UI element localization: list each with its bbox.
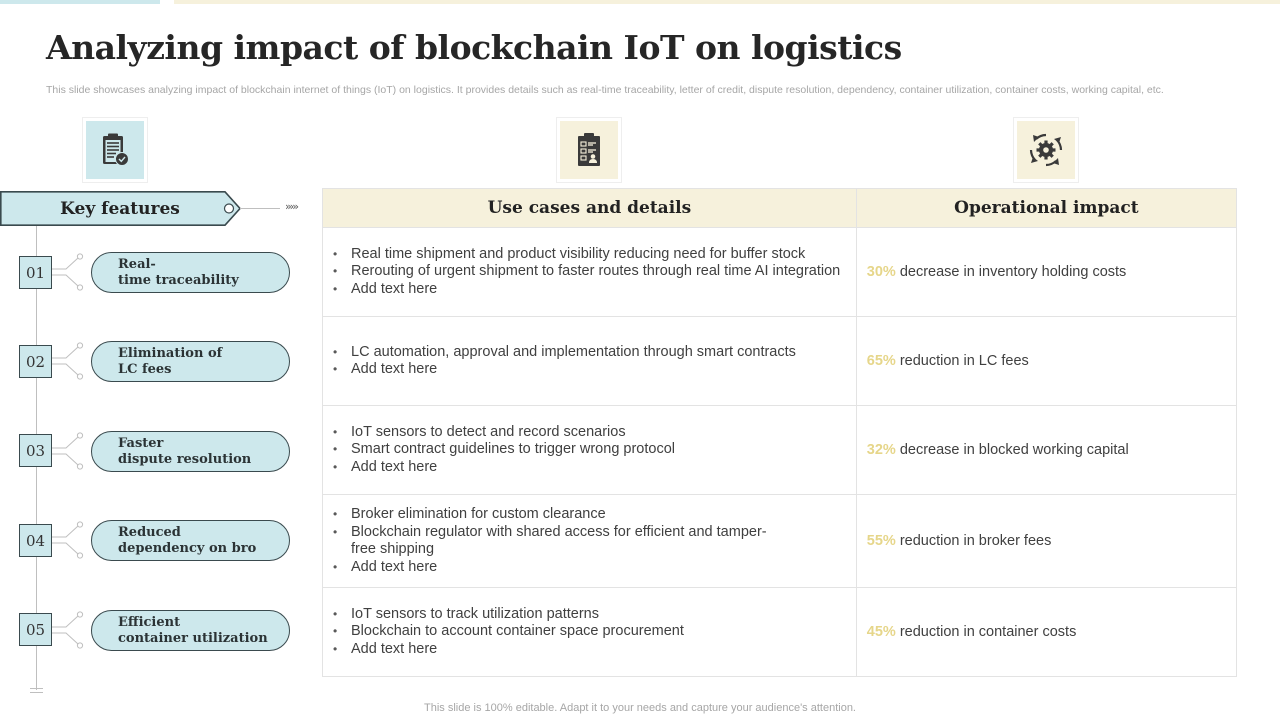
- key-features-banner: Key features: [0, 191, 242, 226]
- impact-text: reduction in container costs: [899, 624, 1077, 640]
- feature-number: 03: [19, 434, 52, 467]
- impact-icon-box: [1013, 117, 1079, 183]
- use-case-cell: IoT sensors to detect and record scenari…: [322, 405, 857, 495]
- use-case-cell: Real time shipment and product visibilit…: [322, 227, 857, 317]
- clipboard-check-icon: [103, 133, 129, 166]
- impact-cell: 32% decrease in blocked working capital: [855, 405, 1238, 495]
- branch-connector-icon: [52, 432, 84, 470]
- feature-number: 04: [19, 524, 52, 557]
- footer-note: This slide is 100% editable. Adapt it to…: [424, 702, 856, 714]
- table-row: LC automation, approval and implementati…: [322, 316, 1238, 406]
- impact-cell: 65% reduction in LC fees: [855, 316, 1238, 406]
- use-case-bullet: Real time shipment and product visibilit…: [333, 246, 846, 264]
- use-case-bullet: Add text here: [333, 361, 846, 379]
- top-accent-bar-cream: [174, 0, 1280, 4]
- use-case-bullet: LC automation, approval and implementati…: [333, 344, 846, 362]
- clipboard-checklist-user-icon: [578, 133, 600, 166]
- feature-label-line2: dispute resolution: [118, 451, 252, 467]
- chevrons-right-icon: ›››››: [285, 200, 299, 213]
- branch-connector-icon: [52, 611, 84, 649]
- timeline-end-mark: [30, 688, 43, 689]
- impact-text: reduction in LC fees: [899, 353, 1029, 369]
- use-case-bullet: IoT sensors to track utilization pattern…: [333, 606, 846, 624]
- impact-text: reduction in broker fees: [899, 533, 1052, 549]
- gear-cycle-icon: [1029, 133, 1063, 167]
- feature-number: 05: [19, 613, 52, 646]
- use-case-bullet: Add text here: [333, 459, 846, 477]
- impact-cell: 30% decrease in inventory holding costs: [855, 227, 1238, 317]
- feature-pill: Real- time traceability: [91, 252, 290, 293]
- impact-table: Use cases and details Operational impact…: [322, 188, 1238, 677]
- use-case-bullet: Rerouting of urgent shipment to faster r…: [333, 263, 846, 281]
- table-row: IoT sensors to track utilization pattern…: [322, 587, 1238, 677]
- use-case-cell: LC automation, approval and implementati…: [322, 316, 857, 406]
- page-subtitle: This slide showcases analyzing impact of…: [46, 84, 1164, 96]
- feature-label-line2: time traceability: [118, 272, 239, 288]
- impact-percent: 30%: [866, 264, 896, 280]
- feature-label-line1: Real-: [118, 256, 156, 272]
- table-header-row: Use cases and details Operational impact: [322, 188, 1238, 228]
- use-case-cell: Broker elimination for custom clearance …: [322, 494, 857, 588]
- use-case-cell: IoT sensors to track utilization pattern…: [322, 587, 857, 677]
- impact-percent: 32%: [866, 442, 896, 458]
- feature-label-line2: LC fees: [118, 361, 172, 377]
- use-cases-icon-box: [556, 117, 622, 183]
- use-case-bullet: Blockchain to account container space pr…: [333, 623, 846, 641]
- key-features-icon-box: [82, 117, 148, 183]
- feature-label-line1: Elimination of: [118, 345, 223, 361]
- use-case-bullet: Add text here: [333, 641, 846, 659]
- timeline-end-mark: [30, 692, 43, 693]
- feature-label-line2: dependency on bro: [118, 540, 257, 556]
- feature-number: 02: [19, 345, 52, 378]
- page-title: Analyzing impact of blockchain IoT on lo…: [46, 28, 902, 67]
- header-operational-impact: Operational impact: [855, 188, 1238, 228]
- feature-number: 01: [19, 256, 52, 289]
- table-row: IoT sensors to detect and record scenari…: [322, 405, 1238, 495]
- table-row: Real time shipment and product visibilit…: [322, 227, 1238, 317]
- table-row: Broker elimination for custom clearance …: [322, 494, 1238, 588]
- use-case-bullet: Add text here: [333, 281, 846, 299]
- impact-text: decrease in blocked working capital: [899, 442, 1129, 458]
- header-use-cases: Use cases and details: [322, 188, 857, 228]
- feature-pill: Reduced dependency on bro: [91, 520, 290, 561]
- branch-connector-icon: [52, 253, 84, 291]
- top-accent-bar-blue: [0, 0, 160, 4]
- use-case-bullet: IoT sensors to detect and record scenari…: [333, 424, 846, 442]
- impact-cell: 45% reduction in container costs: [855, 587, 1238, 677]
- feature-label-line1: Efficient: [118, 614, 181, 630]
- banner-shape: [0, 191, 242, 226]
- impact-text: decrease in inventory holding costs: [899, 264, 1127, 280]
- feature-pill: Efficient container utilization: [91, 610, 290, 651]
- branch-connector-icon: [52, 342, 84, 380]
- feature-pill: Faster dispute resolution: [91, 431, 290, 472]
- impact-percent: 65%: [866, 353, 896, 369]
- feature-pill: Elimination of LC fees: [91, 341, 290, 382]
- use-case-bullet: Smart contract guidelines to trigger wro…: [333, 441, 846, 459]
- use-case-bullet: Blockchain regulator with shared access …: [333, 524, 773, 559]
- impact-cell: 55% reduction in broker fees: [855, 494, 1238, 588]
- banner-connector-line: [240, 208, 280, 209]
- use-case-bullet: Broker elimination for custom clearance: [333, 506, 773, 524]
- feature-label-line1: Reduced: [118, 524, 181, 540]
- key-features-heading: Key features: [60, 198, 180, 219]
- feature-label-line1: Faster: [118, 435, 164, 451]
- branch-connector-icon: [52, 521, 84, 559]
- impact-percent: 55%: [866, 533, 896, 549]
- impact-percent: 45%: [866, 624, 896, 640]
- use-case-bullet: Add text here: [333, 559, 773, 577]
- feature-label-line2: container utilization: [118, 630, 268, 646]
